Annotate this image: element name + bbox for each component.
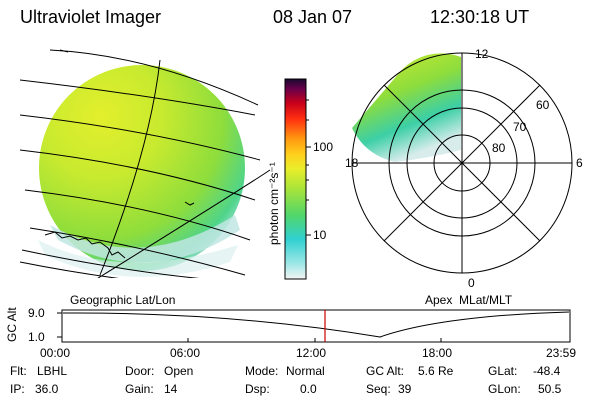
mlt-label-6: 6 (576, 156, 583, 170)
status-gain-value: 14 (164, 382, 178, 396)
lat-label-80: 80 (492, 141, 506, 155)
status-mode-key: Mode: (245, 364, 279, 378)
status-gcalt-key: GC Alt: (366, 364, 405, 378)
timeline-ytick-1: 1.0 (28, 330, 45, 344)
time-label: 12:30:18 UT (430, 7, 530, 27)
polar-plot (351, 52, 573, 274)
timeline-xtick-0600: 06:00 (170, 346, 201, 360)
status-flt-value: LBHL (37, 364, 68, 378)
status-mode-value: Normal (286, 364, 325, 378)
timeline-xtick-1800: 18:00 (422, 346, 453, 360)
colorbar (284, 78, 307, 280)
status-glat-key: GLat: (488, 364, 518, 378)
status-seq-value: 39 (398, 382, 412, 396)
status-door-key: Door: (125, 364, 155, 378)
lat-label-60: 60 (536, 98, 550, 112)
geographic-panel-label: Geographic Lat/Lon (70, 293, 176, 307)
altitude-curve (62, 311, 570, 338)
instrument-title: Ultraviolet Imager (20, 7, 162, 27)
timeline-xtick-2359: 23:59 (546, 346, 577, 360)
lat-label-70: 70 (513, 120, 527, 134)
status-door-value: Open (164, 364, 194, 378)
status-flt-key: Flt: (10, 364, 27, 378)
coastline (44, 49, 195, 259)
timeline-xtick-0000: 00:00 (40, 346, 71, 360)
mlt-label-18: 18 (345, 156, 359, 170)
status-ip-key: IP: (10, 382, 25, 396)
status-seq-key: Seq: (366, 382, 391, 396)
timeline-xtick-1200: 12:00 (296, 346, 327, 360)
timeline-ticks (57, 312, 442, 342)
status-ip-value: 36.0 (35, 382, 59, 396)
timeline-frame (61, 309, 571, 343)
date-label: 08 Jan 07 (273, 7, 353, 27)
mlt-label-12: 12 (475, 47, 489, 61)
timeline-ytick-9: 9.0 (28, 306, 45, 320)
status-glat-value: -48.4 (533, 364, 561, 378)
mlt-label-0: 0 (468, 276, 475, 290)
status-dsp-value: 0.0 (300, 382, 317, 396)
status-glon-key: GLon: (488, 382, 521, 396)
geographic-grid (19, 49, 271, 278)
colorbar-ticks (306, 99, 311, 236)
polar-panel-label: Apex MLat/MLT (425, 293, 513, 307)
status-dsp-key: Dsp: (245, 382, 270, 396)
colorbar-tick-10: 10 (313, 228, 327, 242)
status-gcalt-value: 5.6 Re (418, 364, 454, 378)
status-gain-key: Gain: (125, 382, 154, 396)
colorbar-unit-label: photon cm⁻²s⁻¹ (267, 162, 281, 245)
timeline-ylabel: GC Alt (5, 307, 19, 342)
colorbar-tick-100: 100 (313, 140, 334, 154)
geographic-disk (38, 65, 245, 277)
status-glon-value: 50.5 (538, 382, 562, 396)
